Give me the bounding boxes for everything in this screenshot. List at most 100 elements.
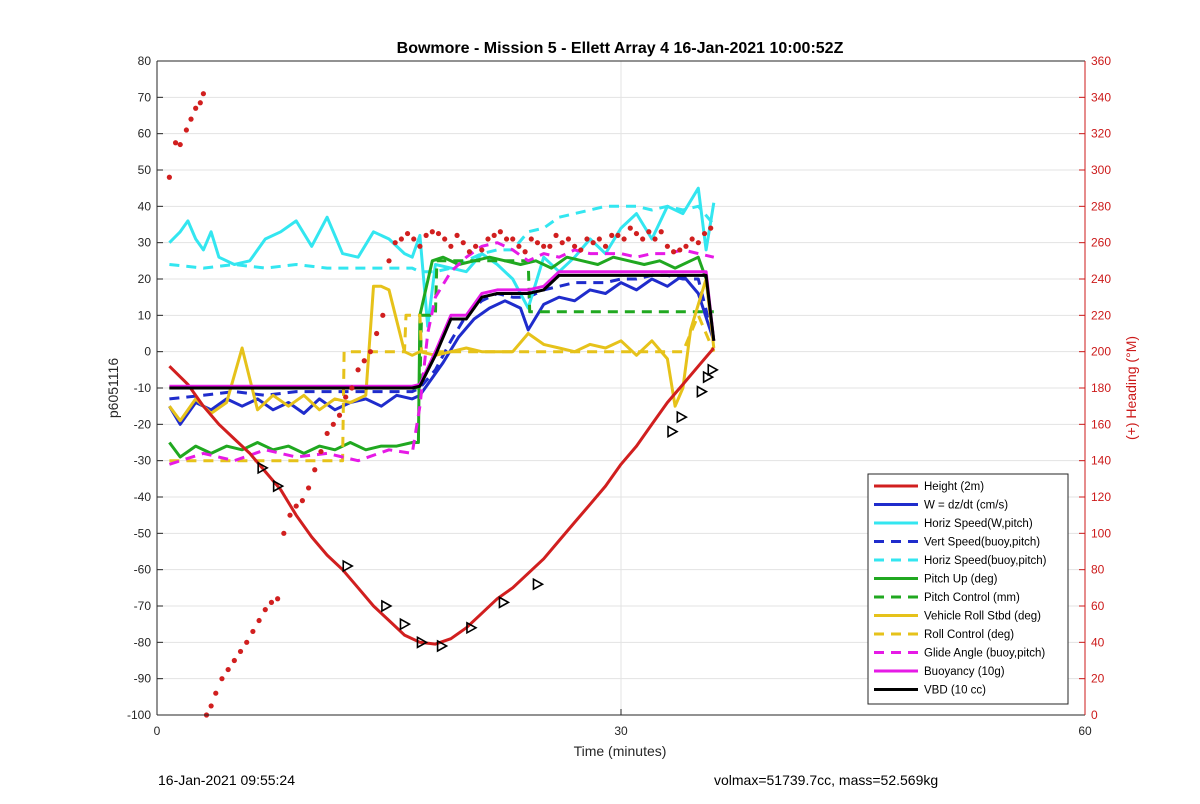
heading-point [473,243,479,249]
heading-point [497,229,503,235]
heading-point [404,230,411,237]
y-tick-label: 0 [144,345,151,359]
legend-entry: W = dz/dt (cm/s) [924,500,1008,512]
dive-markers [257,363,719,653]
legend-entry: Horiz Speed(W,pitch) [924,518,1033,530]
heading-point [417,243,423,249]
heading-point [677,247,683,253]
heading-point [466,249,473,255]
series-height-2m [168,347,715,646]
dive-marker [498,596,511,609]
x-tick-label: 0 [154,724,161,738]
heading-point [219,676,225,682]
legend-entry: Pitch Control (mm) [924,592,1020,604]
legend-entry: Vert Speed(buoy,pitch) [924,537,1040,549]
heading-point [193,105,199,111]
footer-start-time: 16-Jan-2021 09:55:24 [158,772,295,788]
heading-point [485,236,491,242]
heading-point [590,240,596,246]
heading-point [225,666,231,673]
heading-point [250,628,256,635]
legend-entry: VBD (10 cc) [924,685,986,697]
heading-point [553,232,559,238]
series-glide-angle-buoy-pitch [168,241,715,466]
heading-point [640,236,646,242]
heading-point [621,236,627,242]
heading-point [367,349,374,355]
series-vbd-10-cc [169,273,716,390]
y-right-tick-label: 120 [1091,490,1111,504]
dive-marker [416,635,429,649]
legend-entry: Pitch Up (deg) [924,574,998,586]
heading-point [166,174,172,180]
heading-point [374,330,380,337]
heading-point [689,236,695,242]
dive-marker [399,617,412,631]
y-tick-label: -50 [134,526,152,540]
y-tick-label: -90 [134,672,152,686]
series-layer [168,186,716,646]
heading-point [664,243,671,249]
dive-marker [707,363,719,377]
legend-entry: Buoyancy (10g) [924,666,1005,678]
heading-point [609,232,615,238]
heading-point [578,247,584,253]
y-right-tick-label: 360 [1091,54,1111,68]
heading-point [516,243,522,249]
heading-point [398,236,404,242]
heading-point [299,498,305,504]
heading-point [188,116,194,122]
heading-point [200,91,206,97]
heading-point [522,249,528,255]
heading-point [528,236,534,242]
legend-entry: Horiz Speed(buoy,pitch) [924,555,1047,567]
dive-marker [257,461,269,475]
y-tick-label: -30 [134,454,152,468]
y-tick-label: -40 [134,490,152,504]
heading-point [435,230,442,237]
legend-entry: Height (2m) [924,481,984,493]
heading-point [658,229,664,235]
heading-point [572,243,578,249]
heading-point [287,512,293,518]
heading-point [231,657,237,664]
heading-point [380,312,386,318]
y-tick-label: 10 [138,308,152,322]
heading-point [361,358,367,364]
y-right-tick-label: 60 [1091,599,1105,613]
dive-marker [381,599,393,613]
heading-point [349,385,355,391]
y-tick-label: 80 [138,54,152,68]
series-roll-control-deg [169,313,716,463]
heading-point [683,243,689,249]
heading-point [646,229,652,235]
heading-point [503,236,510,242]
heading-point [602,243,609,249]
y-tick-label: 50 [138,163,152,177]
y-tick-label: 30 [138,236,152,250]
y-right-tick-label: 300 [1091,163,1111,177]
heading-point [701,230,708,237]
y-right-tick-label: 160 [1091,417,1111,431]
heading-point [491,232,497,238]
heading-point [244,639,250,645]
dive-marker [272,479,285,493]
heading-point [237,648,244,655]
heading-point [448,243,454,249]
heading-point [670,249,677,255]
y-tick-label: -80 [134,635,152,649]
heading-point [708,225,714,231]
heading-point [584,236,590,242]
x-tick-label: 60 [1078,724,1092,738]
y-axis-label: p6051116 [105,358,121,418]
y-tick-label: 20 [138,272,152,286]
x-axis-label: Time (minutes) [574,743,667,759]
dive-marker [667,425,679,438]
y-right-tick-label: 320 [1091,127,1111,141]
legend: Height (2m) W = dz/dt (cm/s) Horiz Speed(W… [867,473,1069,705]
legend-entry: Glide Angle (buoy,pitch) [924,648,1045,660]
y-right-tick-label: 200 [1091,345,1111,359]
heading-point [627,225,633,231]
series-horiz-speed-w-pitch [168,186,716,328]
dive-marker [466,621,478,635]
